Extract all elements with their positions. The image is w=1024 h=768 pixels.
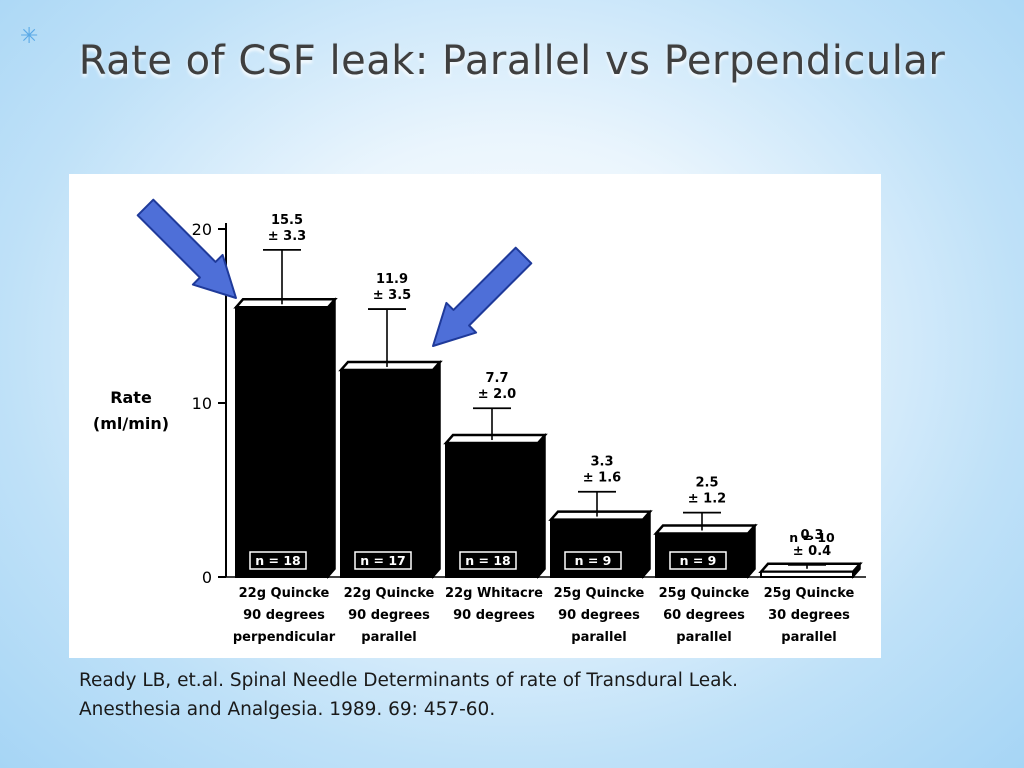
y-tick-label: 10 [192, 394, 212, 413]
category-label: 90 degrees [453, 608, 535, 623]
value-label: 0.3 [800, 528, 823, 543]
value-label: 11.9 [376, 272, 408, 287]
n-label: n = 9 [575, 553, 612, 568]
n-label: n = 18 [465, 553, 510, 568]
category-label: 25g Quincke [659, 586, 750, 601]
bar-top-face [233, 298, 338, 309]
value-label: 2.5 [695, 476, 718, 491]
bar [550, 518, 644, 578]
n-box [354, 551, 412, 570]
category-label: parallel [781, 630, 836, 645]
bar-chart: Rate (ml/min) 0 10 20 15.5± 3.3 n = 18 22g Qu… [93, 198, 866, 645]
category-label: parallel [571, 630, 626, 645]
bar-top-face [653, 524, 758, 535]
n-box [564, 551, 622, 570]
bar [340, 368, 434, 578]
y-axis-label-line2: (ml/min) [93, 414, 169, 433]
y-tick-label: 0 [202, 568, 212, 587]
y-axis-label-line1: Rate [110, 388, 152, 407]
value-label: 3.3 [590, 455, 613, 470]
error-label: ± 1.2 [688, 492, 726, 507]
category-label: 90 degrees [558, 608, 640, 623]
slide-title: Rate of CSF leak: Parallel vs Perpendicu… [78, 38, 946, 84]
chart-panel: Rate (ml/min) 0 10 20 15.5 ± 3.3 n = 18 22g Qu… [69, 174, 881, 658]
value-label: 15.5 [271, 213, 303, 228]
sparkle-icon: ✳ [20, 24, 39, 49]
bar-top-face [443, 433, 548, 445]
n-label: n = 10 [789, 530, 835, 545]
citation: Ready LB, et.al. Spinal Needle Determina… [79, 666, 979, 724]
bar-top-face [338, 360, 443, 372]
error-label: ± 0.4 [793, 544, 831, 559]
bar-top-face [548, 510, 653, 521]
citation-line-2: Anesthesia and Analgesia. 1989. 69: 457-… [79, 699, 496, 720]
bar-side-face [747, 523, 756, 579]
category-label: 22g Quincke [239, 586, 330, 601]
category-label: perpendicular [233, 630, 336, 645]
bar [235, 306, 329, 579]
category-label: parallel [361, 630, 416, 645]
error-label: ± 3.5 [373, 288, 411, 303]
bar [760, 570, 854, 578]
highlight-arrow-parallel [432, 246, 533, 347]
bar [445, 442, 539, 578]
category-label: 25g Quincke [554, 586, 645, 601]
highlight-arrow-perpendicular [136, 198, 237, 299]
bar-side-face [537, 433, 546, 579]
n-box [459, 551, 517, 570]
category-label: 22g Quincke [344, 586, 435, 601]
category-label: parallel [676, 630, 731, 645]
bar-side-face [642, 509, 651, 579]
n-label: n = 17 [360, 553, 405, 568]
n-label: n = 9 [680, 553, 717, 568]
value-label: 7.7 [485, 371, 508, 386]
n-label: n = 18 [255, 553, 300, 568]
category-label: 22g Whitacre [445, 586, 543, 601]
bar-side-face [327, 297, 336, 579]
category-label: 90 degrees [243, 608, 325, 623]
n-box [249, 551, 307, 570]
bar-side-face [432, 359, 441, 579]
citation-line-1: Ready LB, et.al. Spinal Needle Determina… [79, 670, 739, 691]
error-label: ± 2.0 [478, 387, 516, 402]
y-tick-label: 20 [192, 220, 212, 239]
error-label: ± 3.3 [268, 229, 306, 244]
error-label: ± 1.6 [583, 471, 621, 486]
category-label: 30 degrees [768, 608, 850, 623]
n-box [669, 551, 727, 570]
category-label: 60 degrees [663, 608, 745, 623]
category-label: 25g Quincke [764, 586, 855, 601]
category-label: 90 degrees [348, 608, 430, 623]
